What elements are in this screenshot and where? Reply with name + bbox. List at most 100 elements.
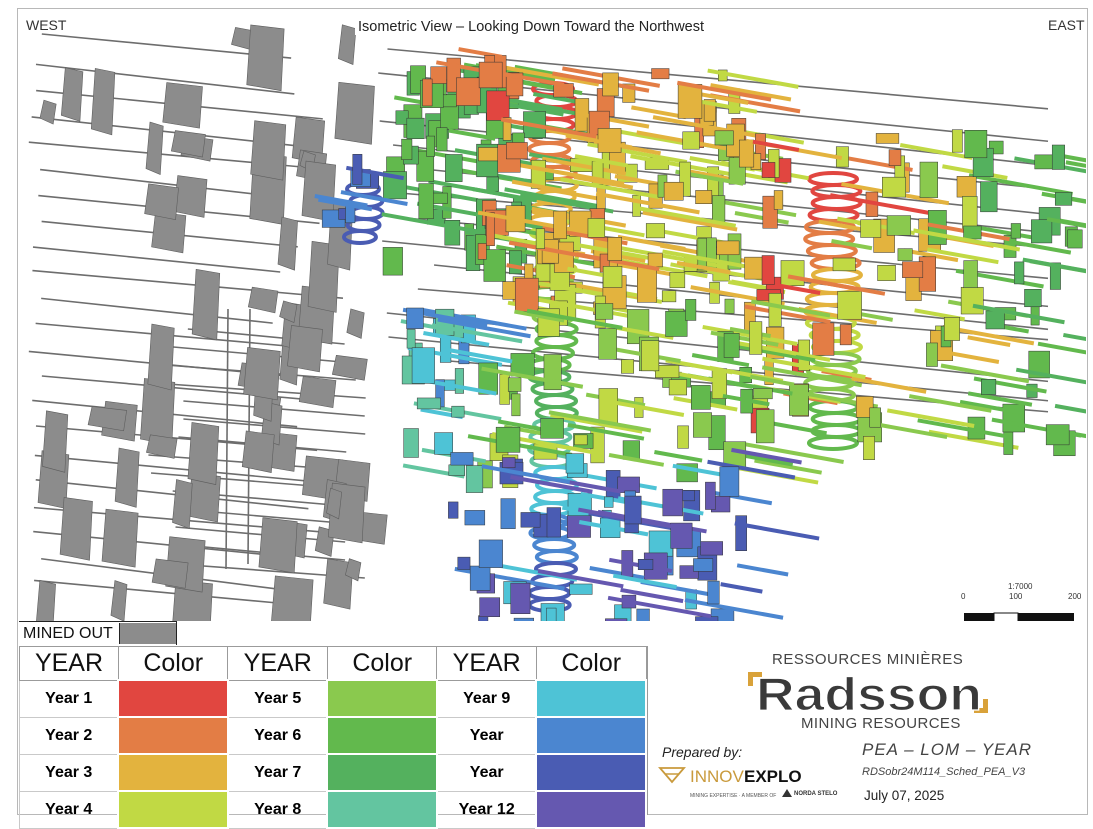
drift-segment xyxy=(707,68,799,89)
scale-tick-200: 200 xyxy=(1068,592,1082,601)
stope-block xyxy=(755,409,775,444)
drift-segment xyxy=(381,212,483,235)
drift-segment xyxy=(497,64,600,87)
drift-segment xyxy=(607,399,685,417)
drift-segment xyxy=(560,177,660,200)
stope-block xyxy=(477,243,487,260)
year-label: Year 4 xyxy=(19,790,119,829)
drift-segment xyxy=(729,343,816,363)
drift-segment xyxy=(1046,217,1086,229)
drift-segment xyxy=(639,206,737,228)
mined-stope xyxy=(59,497,93,561)
stope-block xyxy=(648,530,674,557)
stope-block xyxy=(897,248,913,261)
stope-block xyxy=(956,176,977,198)
stope-block xyxy=(553,210,567,240)
drift-segment xyxy=(978,225,1042,241)
stope-block xyxy=(598,388,618,424)
drift-segment xyxy=(611,128,694,147)
stope-block xyxy=(685,299,697,321)
drift-segment xyxy=(546,127,594,141)
stope-block xyxy=(919,161,938,198)
legend-row: Year 4 Year 8 Year 12 xyxy=(19,790,647,829)
isometric-mine-view: 1:7000 0 100 200 xyxy=(28,24,1086,621)
logo-bracket-right xyxy=(974,708,988,713)
stope-block xyxy=(617,476,640,493)
drift-segment xyxy=(1015,367,1086,385)
stope-block xyxy=(486,212,495,246)
stope-block xyxy=(495,426,521,453)
view-title: Isometric View – Looking Down Toward the… xyxy=(355,19,708,35)
scale-tick-0: 0 xyxy=(961,592,966,601)
drift-segment xyxy=(548,410,652,433)
stope-block xyxy=(714,130,734,146)
mined-stope xyxy=(337,24,357,66)
stope-block xyxy=(456,77,481,106)
title-block: RESSOURCES MINIÈRES Radsson MINING RESOU… xyxy=(647,646,1089,815)
year-color-swatch xyxy=(326,716,438,755)
drift-segment xyxy=(541,156,627,176)
drift-segment xyxy=(426,379,497,396)
drift-segment xyxy=(1063,332,1086,342)
year-color-swatch xyxy=(535,790,647,829)
stope-block xyxy=(535,228,545,249)
drift-segment xyxy=(607,595,712,619)
stope-block xyxy=(624,495,642,525)
stope-block xyxy=(500,498,516,529)
stope-block xyxy=(464,510,486,526)
stope-block xyxy=(690,385,711,410)
stope-block xyxy=(863,436,875,460)
drift-segment xyxy=(903,248,959,263)
drift-segment xyxy=(318,197,373,212)
drift-segment xyxy=(750,299,831,318)
stope-block xyxy=(604,496,614,508)
scale-bar: 1:7000 0 100 200 xyxy=(961,582,1082,621)
year-label: Year 9 xyxy=(436,679,537,718)
year-color-swatch xyxy=(117,716,229,755)
stope-block xyxy=(677,425,689,449)
drift-segment xyxy=(734,211,789,225)
stope-block xyxy=(411,347,435,384)
mined-stope xyxy=(170,130,206,158)
stope-block xyxy=(655,365,680,378)
stope-block xyxy=(960,286,984,315)
drift-segment xyxy=(631,105,687,120)
norda-stelo-icon xyxy=(782,789,792,797)
mined-stope xyxy=(87,406,127,432)
stope-block xyxy=(454,368,464,394)
year-label: Year 3 xyxy=(19,753,119,792)
legend-row: Year 1 Year 5 Year 9 xyxy=(19,679,647,718)
mined-stope xyxy=(247,286,279,314)
consultant-tagline: MINING EXPERTISE · A MEMBER OF xyxy=(690,793,776,799)
stope-block xyxy=(860,219,882,238)
drift-segment xyxy=(567,422,645,441)
stope-block xyxy=(647,252,663,268)
scale-tick-100: 100 xyxy=(1009,592,1023,601)
drift-segment xyxy=(537,569,624,589)
drift-segment xyxy=(614,174,660,187)
drift-segment xyxy=(913,228,1021,252)
stope-block xyxy=(837,291,862,320)
drift-segment xyxy=(481,464,571,485)
drift-segment xyxy=(595,191,700,215)
logo-bracket-left xyxy=(748,672,762,677)
stope-block xyxy=(670,522,693,549)
year-label: Year xyxy=(436,716,537,755)
drift-segment xyxy=(612,573,677,590)
consultant-name-part: EXPLO xyxy=(744,767,802,786)
stope-block xyxy=(430,66,447,84)
drift-segment xyxy=(928,429,1019,450)
stope-block xyxy=(888,149,902,166)
drift-segment xyxy=(514,309,565,323)
stope-block xyxy=(448,464,465,476)
logo-bracket-right xyxy=(983,699,988,713)
drift-segment xyxy=(662,249,754,270)
stope-block xyxy=(448,501,459,519)
stope-block xyxy=(451,405,465,418)
stope-block xyxy=(693,412,712,438)
color-header: Color xyxy=(535,646,647,681)
stope-block xyxy=(637,266,657,303)
mined-stope xyxy=(287,325,323,373)
stope-block xyxy=(703,99,716,122)
drift-segment xyxy=(851,376,927,394)
